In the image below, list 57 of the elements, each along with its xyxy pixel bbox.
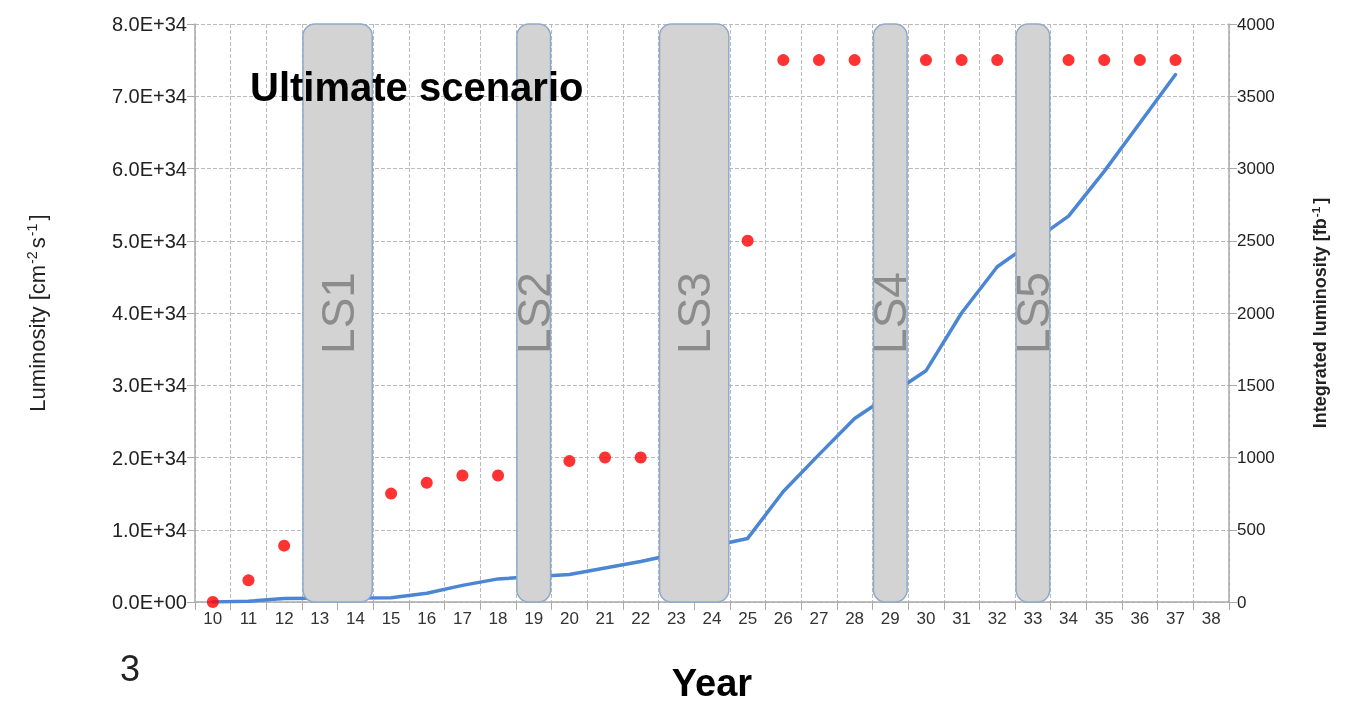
x-tick-label: 16	[417, 609, 437, 628]
x-tick-label: 38	[1201, 609, 1221, 628]
x-tick-label: 19	[524, 609, 544, 628]
y-tick-label: 6.0E+34	[111, 157, 187, 180]
x-tick-label: 37	[1166, 609, 1185, 628]
text: 3	[120, 647, 141, 689]
x-tick-label: 23	[666, 609, 686, 628]
x-tick-label: 30	[916, 609, 936, 628]
y-tick-label: 4.0E+34	[111, 302, 187, 324]
x-tick-label: 31	[952, 609, 972, 628]
band-label: LS2	[507, 272, 560, 354]
x-tick-label: 20	[559, 609, 579, 628]
x-tick-label: 35	[1094, 609, 1114, 628]
x-tick-label: 24	[702, 609, 722, 628]
x-tick-label: 10	[203, 609, 223, 628]
x-tick-label: 15	[381, 609, 401, 628]
band-label: LS5	[1006, 272, 1059, 354]
x-tick-label: 22	[631, 609, 651, 628]
y2-tick-label: 4000	[1237, 14, 1275, 34]
y2-tick-label: 1500	[1237, 375, 1275, 395]
band-label: LS4	[864, 272, 917, 354]
y-tick-label: 1.0E+34	[111, 518, 187, 541]
x-tick-label: 13	[310, 609, 330, 628]
y-tick-label: 8.0E+34	[111, 13, 187, 35]
x-tick-label: 36	[1130, 609, 1150, 628]
x-tick-label: 26	[773, 609, 793, 628]
x-tick-label: 33	[1023, 609, 1043, 628]
y-axis-title: Luminosity [cm-2s-1]	[24, 214, 50, 412]
y2-tick-label: 3000	[1237, 159, 1275, 178]
x-tick-label: 27	[809, 609, 829, 628]
y-tick-label: 2.0E+34	[111, 446, 187, 469]
y2-tick-label: 500	[1237, 520, 1266, 540]
y-tick-label: 5.0E+34	[111, 229, 187, 252]
y2-tick-label: 0	[1237, 592, 1247, 612]
x-tick-label: 18	[488, 609, 508, 628]
y2-tick-label: 3500	[1237, 86, 1275, 106]
x-tick-label: 17	[452, 609, 472, 628]
text: Ultimate scenario	[250, 65, 584, 109]
x-tick-label: 12	[274, 609, 294, 628]
y2-tick-label: 1000	[1237, 448, 1275, 467]
y2-tick-label: 2000	[1237, 303, 1275, 323]
y-tick-label: 7.0E+34	[111, 85, 187, 108]
band-label: LS3	[668, 272, 721, 354]
x-tick-label: 11	[239, 609, 258, 628]
x-tick-label: 29	[880, 609, 900, 628]
y2-axis-title: Integrated luminosity [fb-1]	[1308, 197, 1330, 429]
x-axis-title: Year	[671, 662, 753, 704]
y-tick-label: 3.0E+34	[111, 374, 187, 397]
x-tick-label: 14	[345, 609, 365, 628]
x-tick-label: 32	[987, 609, 1007, 628]
x-tick-label: 34	[1059, 609, 1079, 628]
x-tick-label: 25	[738, 609, 758, 628]
band-label: LS1	[311, 272, 364, 354]
x-tick-label: 21	[595, 609, 615, 628]
y2-tick-label: 2500	[1237, 231, 1275, 251]
y-tick-label: 0.0E+00	[111, 591, 187, 613]
x-tick-label: 28	[845, 609, 865, 628]
